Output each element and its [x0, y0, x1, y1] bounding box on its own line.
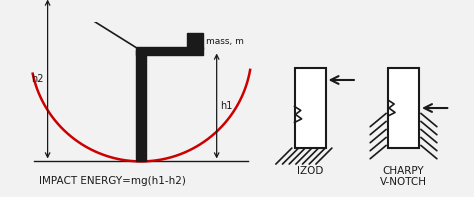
- Text: h1: h1: [220, 101, 233, 111]
- Bar: [187, 33, 203, 49]
- Text: IZOD: IZOD: [297, 166, 323, 176]
- Bar: [388, 68, 419, 148]
- Bar: [294, 68, 326, 148]
- Text: mass, m: mass, m: [206, 37, 244, 46]
- Text: IMPACT ENERGY=mg(h1-h2): IMPACT ENERGY=mg(h1-h2): [39, 176, 186, 186]
- Bar: [136, 50, 146, 161]
- Bar: [136, 47, 203, 55]
- Text: CHARPY
V-NOTCH: CHARPY V-NOTCH: [380, 166, 427, 188]
- Polygon shape: [45, 0, 60, 9]
- Polygon shape: [43, 0, 63, 11]
- Text: h2: h2: [32, 74, 44, 84]
